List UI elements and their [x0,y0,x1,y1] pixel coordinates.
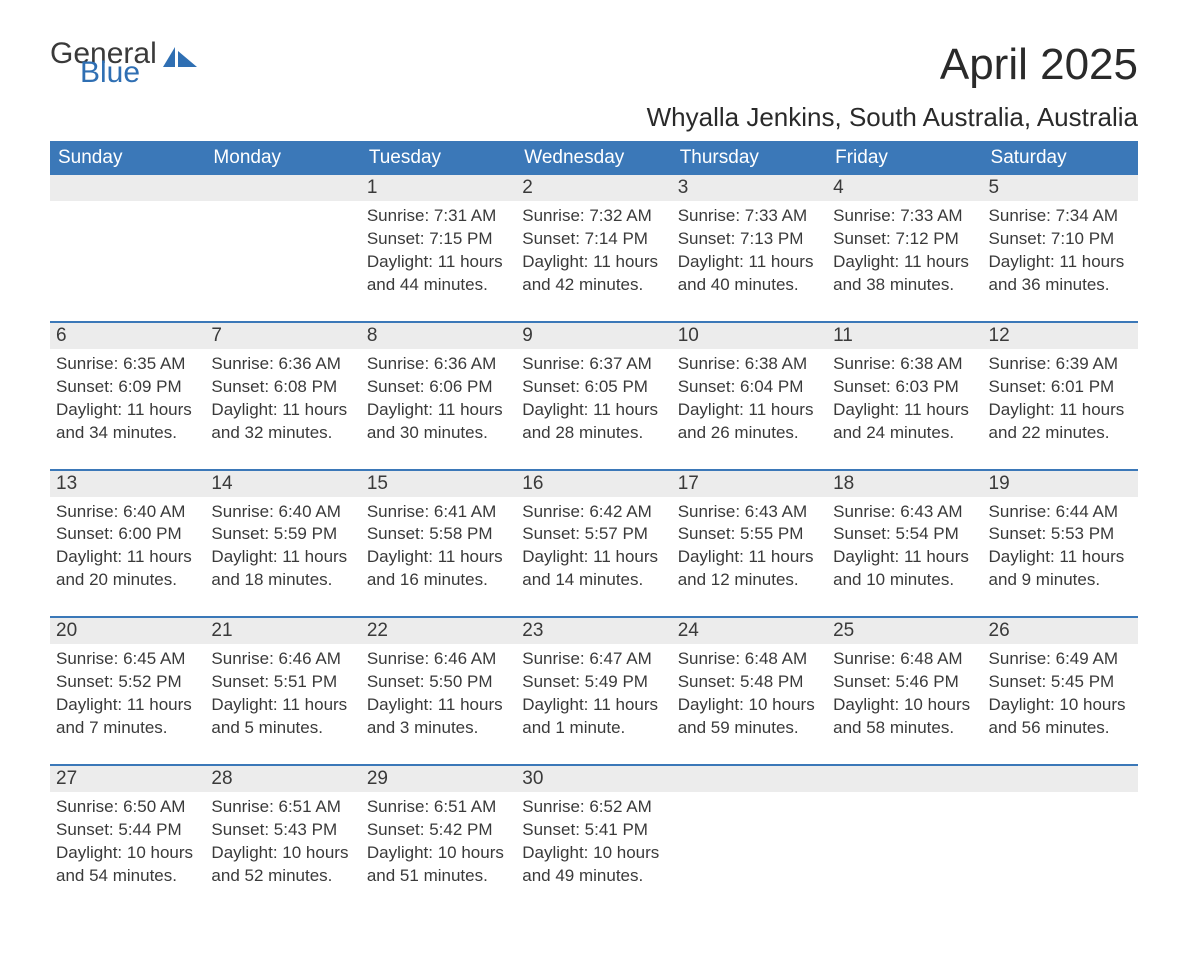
calendar-body: 12345Sunrise: 7:31 AMSunset: 7:15 PMDayl… [50,175,1138,912]
page-title: April 2025 [940,40,1138,90]
day-number: 24 [672,617,827,644]
day-number: 3 [672,175,827,201]
brand-logo: General Blue [50,40,197,86]
day-cell: Sunrise: 6:48 AMSunset: 5:46 PMDaylight:… [827,644,982,765]
day-number: 17 [672,470,827,497]
day-number: 13 [50,470,205,497]
weekday-header: Saturday [983,141,1138,175]
day-content-row: Sunrise: 6:50 AMSunset: 5:44 PMDaylight:… [50,792,1138,912]
day-number: 4 [827,175,982,201]
brand-text: General Blue [50,40,157,86]
day-cell: Sunrise: 6:48 AMSunset: 5:48 PMDaylight:… [672,644,827,765]
day-number: 6 [50,322,205,349]
day-cell: Sunrise: 6:44 AMSunset: 5:53 PMDaylight:… [983,497,1138,618]
day-cell [50,201,205,322]
day-cell: Sunrise: 6:46 AMSunset: 5:51 PMDaylight:… [205,644,360,765]
page-subtitle: Whyalla Jenkins, South Australia, Austra… [50,102,1138,133]
day-cell: Sunrise: 6:52 AMSunset: 5:41 PMDaylight:… [516,792,671,912]
day-cell: Sunrise: 6:43 AMSunset: 5:55 PMDaylight:… [672,497,827,618]
day-number: 1 [361,175,516,201]
day-content-row: Sunrise: 6:40 AMSunset: 6:00 PMDaylight:… [50,497,1138,618]
day-cell: Sunrise: 6:46 AMSunset: 5:50 PMDaylight:… [361,644,516,765]
sail-icon [163,47,197,76]
day-cell: Sunrise: 6:38 AMSunset: 6:03 PMDaylight:… [827,349,982,470]
day-number [827,765,982,792]
day-cell [827,792,982,912]
day-cell [205,201,360,322]
weekday-header: Wednesday [516,141,671,175]
day-cell: Sunrise: 6:37 AMSunset: 6:05 PMDaylight:… [516,349,671,470]
day-number: 30 [516,765,671,792]
day-cell: Sunrise: 7:34 AMSunset: 7:10 PMDaylight:… [983,201,1138,322]
day-number: 10 [672,322,827,349]
day-number-row: 12345 [50,175,1138,201]
day-cell: Sunrise: 6:41 AMSunset: 5:58 PMDaylight:… [361,497,516,618]
header-row: General Blue April 2025 [50,40,1138,90]
day-number: 19 [983,470,1138,497]
day-cell: Sunrise: 6:50 AMSunset: 5:44 PMDaylight:… [50,792,205,912]
day-number: 28 [205,765,360,792]
day-number: 7 [205,322,360,349]
weekday-header: Tuesday [361,141,516,175]
day-number-row: 6789101112 [50,322,1138,349]
day-cell: Sunrise: 6:43 AMSunset: 5:54 PMDaylight:… [827,497,982,618]
day-number-row: 27282930 [50,765,1138,792]
day-number: 15 [361,470,516,497]
day-cell: Sunrise: 7:33 AMSunset: 7:13 PMDaylight:… [672,201,827,322]
calendar-header: SundayMondayTuesdayWednesdayThursdayFrid… [50,141,1138,175]
day-number: 20 [50,617,205,644]
day-number [50,175,205,201]
weekday-header: Friday [827,141,982,175]
day-cell: Sunrise: 6:51 AMSunset: 5:43 PMDaylight:… [205,792,360,912]
day-number: 12 [983,322,1138,349]
weekday-header: Sunday [50,141,205,175]
day-number: 21 [205,617,360,644]
weekday-header: Monday [205,141,360,175]
day-number [983,765,1138,792]
day-cell: Sunrise: 6:36 AMSunset: 6:08 PMDaylight:… [205,349,360,470]
day-number [672,765,827,792]
day-cell: Sunrise: 6:36 AMSunset: 6:06 PMDaylight:… [361,349,516,470]
day-cell: Sunrise: 6:51 AMSunset: 5:42 PMDaylight:… [361,792,516,912]
day-cell: Sunrise: 6:39 AMSunset: 6:01 PMDaylight:… [983,349,1138,470]
day-number: 18 [827,470,982,497]
day-number-row: 13141516171819 [50,470,1138,497]
day-number: 22 [361,617,516,644]
day-cell: Sunrise: 7:31 AMSunset: 7:15 PMDaylight:… [361,201,516,322]
day-number: 16 [516,470,671,497]
day-number: 14 [205,470,360,497]
day-number: 26 [983,617,1138,644]
day-cell: Sunrise: 6:35 AMSunset: 6:09 PMDaylight:… [50,349,205,470]
day-number-row: 20212223242526 [50,617,1138,644]
day-number: 27 [50,765,205,792]
day-number: 8 [361,322,516,349]
day-cell: Sunrise: 6:49 AMSunset: 5:45 PMDaylight:… [983,644,1138,765]
day-cell [672,792,827,912]
day-cell: Sunrise: 6:38 AMSunset: 6:04 PMDaylight:… [672,349,827,470]
day-number: 9 [516,322,671,349]
day-cell: Sunrise: 6:47 AMSunset: 5:49 PMDaylight:… [516,644,671,765]
day-content-row: Sunrise: 6:45 AMSunset: 5:52 PMDaylight:… [50,644,1138,765]
day-cell: Sunrise: 6:45 AMSunset: 5:52 PMDaylight:… [50,644,205,765]
day-number: 11 [827,322,982,349]
day-cell [983,792,1138,912]
day-cell: Sunrise: 6:42 AMSunset: 5:57 PMDaylight:… [516,497,671,618]
weekday-header: Thursday [672,141,827,175]
day-number: 23 [516,617,671,644]
day-number: 5 [983,175,1138,201]
day-cell: Sunrise: 6:40 AMSunset: 5:59 PMDaylight:… [205,497,360,618]
day-content-row: Sunrise: 7:31 AMSunset: 7:15 PMDaylight:… [50,201,1138,322]
day-number: 2 [516,175,671,201]
day-cell: Sunrise: 7:33 AMSunset: 7:12 PMDaylight:… [827,201,982,322]
day-number: 25 [827,617,982,644]
day-number [205,175,360,201]
day-number: 29 [361,765,516,792]
day-content-row: Sunrise: 6:35 AMSunset: 6:09 PMDaylight:… [50,349,1138,470]
calendar-table: SundayMondayTuesdayWednesdayThursdayFrid… [50,141,1138,912]
day-cell: Sunrise: 7:32 AMSunset: 7:14 PMDaylight:… [516,201,671,322]
day-cell: Sunrise: 6:40 AMSunset: 6:00 PMDaylight:… [50,497,205,618]
